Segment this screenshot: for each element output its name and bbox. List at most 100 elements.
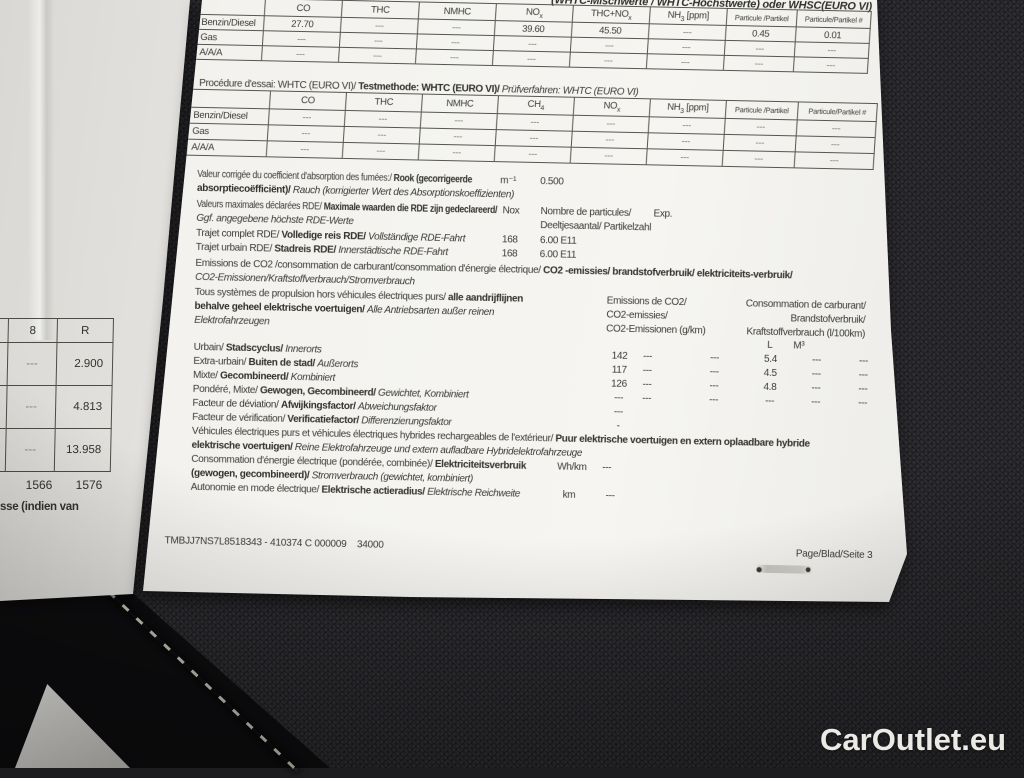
column-header: Particule/Partikel # <box>796 9 872 29</box>
table-cell: --- <box>342 142 420 160</box>
table-cell: 0.45 <box>725 25 797 42</box>
table-cell: --- <box>723 55 795 72</box>
table-cell: --- <box>724 118 798 136</box>
footer-vin-line: TMBJJ7NS7L8518343 - 410374 C 000009 3400… <box>164 535 384 551</box>
consumption-value: 4.8 <box>763 381 777 394</box>
column-header: THC+NOx <box>572 5 651 24</box>
doc-line-segment: Trajet complet RDE/ <box>195 227 282 241</box>
column-header: Particule/Partikel # <box>797 101 878 122</box>
table-cell: --- <box>338 47 417 64</box>
table-cell: --- <box>647 38 726 56</box>
table-cell: --- <box>417 18 496 36</box>
doc-line-segment: Elektriciteitsverbruik <box>434 458 527 472</box>
doc-value: km <box>562 489 576 501</box>
table-cell: --- <box>648 116 726 135</box>
column-header: NOx <box>573 97 651 117</box>
doc-line-segment: absorptiecoëfficiënt)/ <box>196 182 293 196</box>
column-header: NMHC <box>421 94 499 114</box>
table-cell: --- <box>340 17 419 34</box>
column-header: NH3 [ppm] <box>649 98 727 119</box>
doc-line-segment: Volledige reis RDE/ <box>281 229 369 243</box>
doc-value: 6.00 E11 <box>539 235 577 247</box>
consumption-value: --- <box>709 366 719 378</box>
doc-line-segment: Testmethode: WHTC (EURO VI)/ <box>358 81 502 96</box>
table-cell: 39.60 <box>494 20 573 38</box>
unit-label: M³ <box>793 340 805 352</box>
doc-value: Nombre de particules/ <box>540 206 632 219</box>
table-cell: --- <box>571 131 649 149</box>
table-cell: 45.50 <box>571 22 650 39</box>
table-cell: --- <box>343 126 421 145</box>
doc-value: Deeltjesaantal/ Partikelzahl <box>540 220 652 234</box>
doc-line-segment: Valeurs maximales déclarées RDE/ <box>196 198 324 213</box>
column-header: Particule /Partikel <box>725 100 799 120</box>
table-cell: --- <box>723 134 797 152</box>
doc-line-segment: Innerstädtische RDE-Fahrt <box>338 244 449 259</box>
consumption-value: 4.5 <box>763 367 777 380</box>
table-cell: --- <box>648 23 727 41</box>
doc-value: 168 <box>501 248 518 260</box>
footer-page-label: Page/Blad/Seite 3 <box>795 548 873 562</box>
doc-line-segment: Rauch (korrigierter Wert des Absorptions… <box>292 184 515 201</box>
column-header: NH3 [ppm] <box>649 6 728 26</box>
table-cell: --- <box>646 53 725 71</box>
doc-line-segment: Ggf. angegebene höchste RDE-Werte <box>196 212 354 228</box>
doc-line-segment: Buiten de stad/ <box>248 356 318 370</box>
consumption-value: --- <box>642 379 652 391</box>
doc-line-segment: Urbain/ <box>193 341 226 354</box>
table-cell: --- <box>420 112 498 130</box>
table-cell: --- <box>569 52 648 69</box>
column-header: CO <box>264 0 343 18</box>
doc-value: Nox <box>502 205 520 217</box>
row-label: Gas <box>187 123 269 141</box>
column-header: NMHC <box>418 1 497 21</box>
section-number: 1 <box>156 286 163 298</box>
section-number: 49 <box>157 257 168 269</box>
doc-line-segment: Afwijkingsfactor/ <box>280 399 359 413</box>
watermark: CarOutlet.eu <box>820 722 1007 757</box>
doc-line-text: Ggf. angegebene höchste RDE-Werte <box>196 212 354 228</box>
doc-line-segment: Gecombineerd/ <box>219 370 291 383</box>
table-cell: --- <box>262 30 341 48</box>
column-header: THC <box>341 0 420 19</box>
table-cell: --- <box>261 45 340 63</box>
table-cell: --- <box>722 150 796 168</box>
doc-line-segment: Stromverbrauch (gewichtet, kombiniert) <box>311 470 474 485</box>
table-cell: --- <box>344 110 422 129</box>
doc-value: 0.500 <box>540 176 564 188</box>
table-cell: --- <box>570 147 648 165</box>
doc-line-segment: Autonomie en mode électrique/ <box>190 481 322 496</box>
section-number: 2.2 <box>161 77 175 89</box>
consumption-value: --- <box>642 393 652 405</box>
section-number: 48.2 <box>158 198 177 210</box>
doc-line-segment: Gewogen, Gecombineerd/ <box>259 385 379 399</box>
doc-line-segment: Mixte/ <box>192 369 221 382</box>
table-cell: --- <box>496 113 574 132</box>
table-cell: 27.70 <box>263 15 342 33</box>
doc-line-segment: Trajet urbain RDE/ <box>195 241 275 255</box>
consumption-value: --- <box>709 394 719 406</box>
doc-value: m⁻¹ <box>500 175 517 187</box>
consumption-value: --- <box>811 368 821 380</box>
table-cell: --- <box>493 35 572 53</box>
row-label: Gas <box>195 29 264 46</box>
emission-table-1: CO THC NMHC NOx THC+NOx NH3 [ppm] Particule /P… <box>194 0 872 74</box>
column-header: THC <box>345 92 423 113</box>
consumption-value: --- <box>811 396 821 408</box>
doc-line-segment: Vollständige RDE-Fahrt <box>368 231 466 245</box>
row-label: A/A/A <box>186 139 268 157</box>
table-cell: --- <box>267 124 345 143</box>
consumption-value: --- <box>858 397 868 409</box>
doc-line-segment: CO2-Emissionen/Kraftstoffverbrauch/Strom… <box>195 271 415 288</box>
doc-value: Exp. <box>653 208 673 220</box>
table-cell: --- <box>268 108 346 127</box>
table-cell: --- <box>647 132 725 151</box>
consumption-value: --- <box>709 380 719 392</box>
doc-line-segment: Abweichungsfaktor <box>357 401 437 414</box>
doc-line-segment: Kombiniert <box>290 371 336 384</box>
paper-fold-crease <box>28 0 54 340</box>
doc-value: --- <box>602 462 612 474</box>
left-sheet-text-fragment: sse (indien van <box>0 501 79 513</box>
consumption-value: --- <box>642 365 652 377</box>
